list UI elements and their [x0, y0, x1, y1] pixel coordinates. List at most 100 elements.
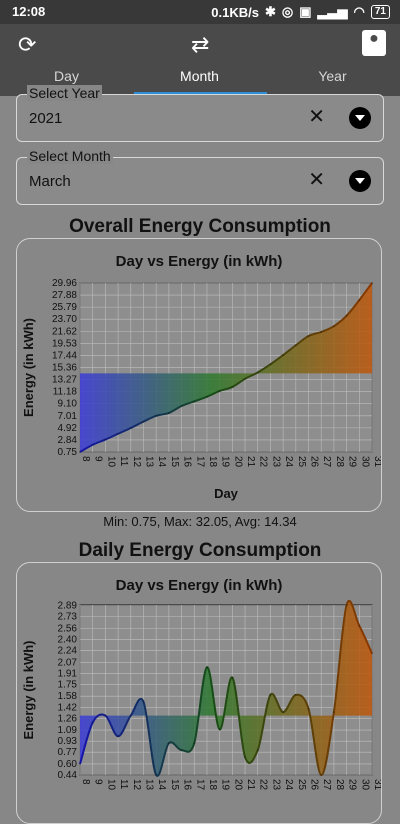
- wifi-icon: ◠: [353, 4, 365, 19]
- x-tick-label: 21: [245, 456, 256, 468]
- clear-year-icon[interactable]: ✕: [308, 106, 325, 128]
- volte-icon: ▣: [299, 4, 312, 19]
- data-point: [307, 335, 310, 337]
- account-icon[interactable]: ●: [362, 30, 386, 56]
- x-tick-label: 8: [80, 456, 91, 462]
- x-tick-label: 10: [105, 779, 116, 791]
- daily-chart: 0.440.600.770.931.091.261.421.581.751.91…: [21, 600, 381, 791]
- x-tick-label: 26: [309, 779, 320, 791]
- year-select[interactable]: Select Year 2021 ✕: [16, 85, 384, 142]
- x-axis-label: Day: [214, 486, 239, 501]
- x-tick-label: 22: [258, 779, 269, 791]
- data-point: [168, 742, 170, 745]
- y-tick-label: 23.70: [52, 314, 77, 325]
- x-tick-label: 15: [169, 456, 180, 468]
- y-tick-label: 0.75: [58, 447, 78, 458]
- x-tick-label: 11: [118, 779, 129, 790]
- y-tick-label: 9.10: [58, 399, 78, 410]
- y-tick-label: 2.40: [58, 635, 78, 646]
- tab-day[interactable]: Day: [54, 68, 79, 84]
- x-tick-label: 13: [143, 456, 154, 468]
- sync-icon[interactable]: ⇄: [191, 32, 210, 57]
- x-tick-label: 28: [334, 779, 345, 791]
- y-tick-label: 0.60: [58, 759, 78, 770]
- data-point: [244, 378, 246, 380]
- data-point: [371, 652, 373, 655]
- data-point: [91, 443, 94, 446]
- data-point: [295, 694, 297, 696]
- data-point: [155, 415, 157, 417]
- x-tick-label: 19: [220, 779, 231, 791]
- overall-stats: Min: 0.75, Max: 32.05, Avg: 14.34: [103, 514, 297, 529]
- x-tick-label: 20: [232, 779, 243, 791]
- status-time: 12:08: [12, 4, 46, 19]
- overall-section-title: Overall Energy Consumption: [69, 216, 331, 237]
- month-select-label: Select Month: [27, 148, 113, 164]
- year-dropdown-icon[interactable]: [349, 107, 371, 129]
- y-tick-label: 0.44: [58, 770, 78, 781]
- y-tick-label: 2.24: [58, 646, 78, 657]
- tab-year[interactable]: Year: [318, 68, 347, 84]
- x-tick-label: 14: [156, 456, 167, 468]
- x-tick-label: 12: [131, 779, 142, 791]
- y-tick-label: 25.79: [52, 302, 77, 313]
- data-point: [269, 694, 272, 696]
- y-tick-label: 0.93: [58, 736, 78, 747]
- x-tick-label: 27: [321, 456, 332, 468]
- y-tick-label: 11.18: [53, 387, 78, 398]
- data-point: [307, 707, 310, 710]
- data-point: [256, 749, 259, 751]
- clear-month-icon[interactable]: ✕: [308, 169, 325, 191]
- data-point: [320, 774, 323, 776]
- y-tick-label: 2.56: [58, 623, 78, 634]
- overall-chart-card: Day vs Energy (in kWh) 0.75 2.84 4.92 7.01 9…: [16, 238, 382, 512]
- y-tick-label: 29.96: [52, 278, 77, 289]
- daily-section-title: Daily Energy Consumption: [78, 540, 322, 561]
- y-tick-label: 1.58: [58, 691, 78, 702]
- x-tick-label: 24: [283, 456, 294, 468]
- data-point: [117, 735, 119, 738]
- data-point: [218, 390, 221, 392]
- x-tick-label: 17: [194, 779, 205, 791]
- data-point: [129, 427, 132, 429]
- y-tick-label: 2.89: [58, 601, 78, 612]
- y-tick-label: 0.77: [58, 747, 78, 758]
- y-tick-label: 1.42: [58, 702, 78, 713]
- daily-chart-title: Day vs Energy (in kWh): [115, 577, 283, 594]
- x-tick-label: 11: [118, 456, 129, 467]
- tab-indicator: [134, 92, 267, 95]
- refresh-icon[interactable]: ⟳: [18, 32, 37, 57]
- month-select-value: March: [29, 173, 71, 190]
- overall-chart-title: Day vs Energy (in kWh): [115, 253, 283, 270]
- x-tick-label: 28: [334, 456, 345, 468]
- y-tick-label: 1.09: [58, 725, 78, 736]
- data-point: [371, 282, 373, 284]
- data-point: [244, 756, 246, 758]
- data-point: [104, 438, 107, 441]
- x-tick-label: 13: [143, 779, 154, 791]
- series-line: [79, 600, 373, 777]
- tab-month[interactable]: Month: [180, 68, 219, 84]
- data-point: [129, 714, 132, 717]
- data-point: [269, 363, 272, 366]
- year-select-label: Select Year: [27, 85, 102, 101]
- x-tick-label: 21: [245, 779, 256, 791]
- data-point: [180, 405, 183, 407]
- y-axis-label: Energy (in kWh): [21, 318, 36, 417]
- month-select[interactable]: Select Month March ✕: [16, 148, 384, 205]
- x-tick-label: 25: [296, 779, 307, 791]
- y-tick-label: 27.88: [52, 290, 77, 301]
- x-tick-label: 14: [156, 779, 167, 791]
- x-tick-label: 31: [372, 779, 381, 791]
- data-point: [206, 395, 208, 398]
- month-dropdown-icon[interactable]: [349, 170, 371, 192]
- x-tick-label: 9: [93, 779, 104, 785]
- data-point: [333, 711, 335, 713]
- y-tick-label: 21.62: [52, 326, 77, 337]
- alarm-icon: ◎: [281, 4, 294, 19]
- y-tick-label: 2.84: [58, 435, 78, 446]
- data-point: [231, 676, 234, 679]
- x-tick-label: 27: [321, 779, 332, 791]
- data-point: [117, 432, 119, 435]
